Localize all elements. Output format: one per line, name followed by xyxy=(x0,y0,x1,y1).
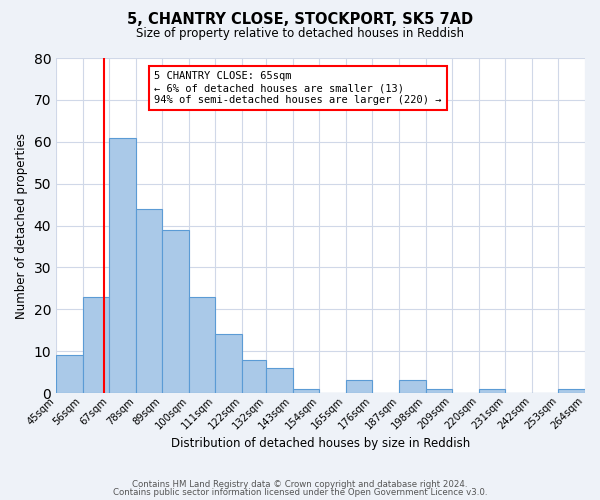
Text: Contains public sector information licensed under the Open Government Licence v3: Contains public sector information licen… xyxy=(113,488,487,497)
Y-axis label: Number of detached properties: Number of detached properties xyxy=(15,132,28,318)
Bar xyxy=(163,230,189,393)
Text: 5 CHANTRY CLOSE: 65sqm
← 6% of detached houses are smaller (13)
94% of semi-deta: 5 CHANTRY CLOSE: 65sqm ← 6% of detached … xyxy=(154,72,442,104)
Bar xyxy=(399,380,425,393)
Bar xyxy=(479,389,505,393)
Bar xyxy=(215,334,242,393)
Bar xyxy=(56,356,83,393)
Bar xyxy=(425,389,452,393)
Bar xyxy=(266,368,293,393)
Text: Contains HM Land Registry data © Crown copyright and database right 2024.: Contains HM Land Registry data © Crown c… xyxy=(132,480,468,489)
Bar xyxy=(109,138,136,393)
Bar xyxy=(83,296,109,393)
Bar xyxy=(242,360,266,393)
Bar xyxy=(189,296,215,393)
Bar xyxy=(346,380,373,393)
Bar xyxy=(293,389,319,393)
Bar xyxy=(136,209,163,393)
X-axis label: Distribution of detached houses by size in Reddish: Distribution of detached houses by size … xyxy=(171,437,470,450)
Text: Size of property relative to detached houses in Reddish: Size of property relative to detached ho… xyxy=(136,28,464,40)
Bar xyxy=(559,389,585,393)
Text: 5, CHANTRY CLOSE, STOCKPORT, SK5 7AD: 5, CHANTRY CLOSE, STOCKPORT, SK5 7AD xyxy=(127,12,473,28)
